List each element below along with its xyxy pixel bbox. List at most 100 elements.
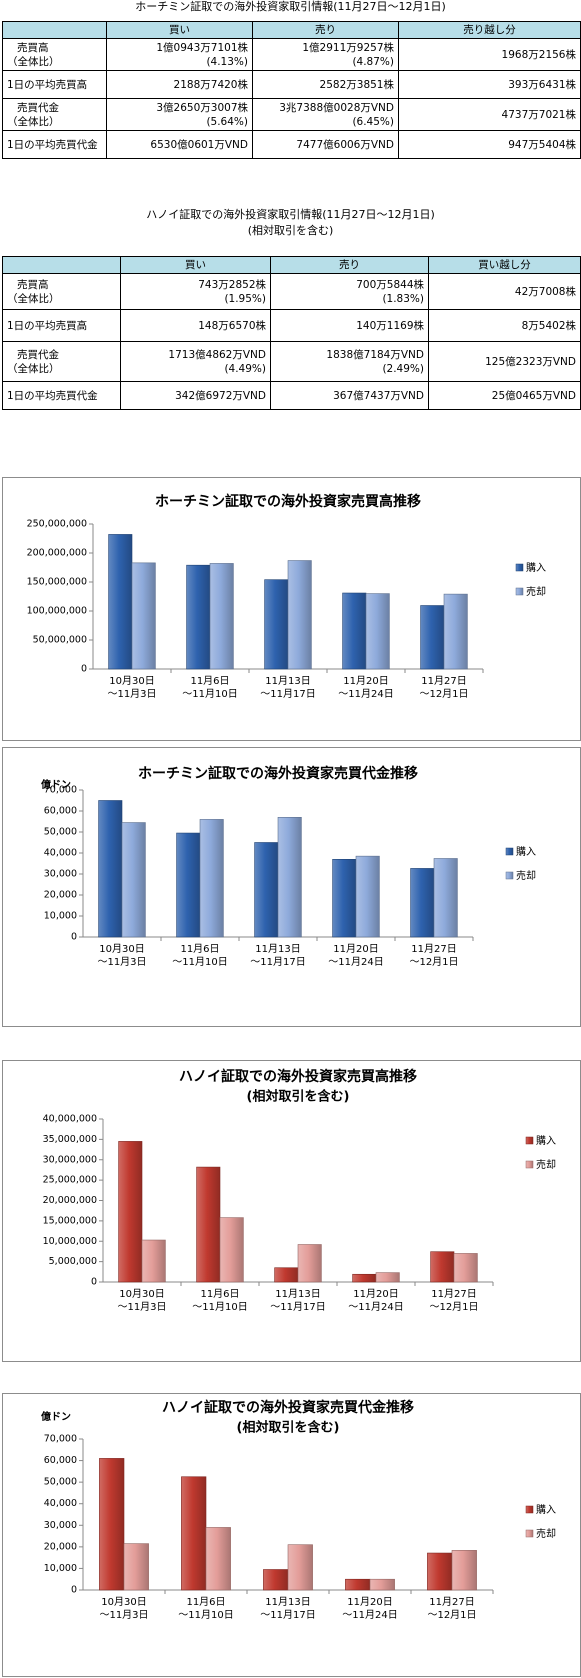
x-tick-label: 11月6日: [186, 1596, 225, 1608]
label-line: 売買高: [17, 41, 49, 54]
x-tick-label: 11月27日: [421, 675, 466, 687]
y-tick-label: 30,000,000: [43, 1154, 97, 1165]
row-label: 1日の平均売買代金: [2, 130, 107, 159]
bar-buy: [196, 1166, 221, 1283]
bar-sell: [365, 593, 390, 670]
bar-buy: [263, 1569, 289, 1591]
y-tick-label: 20,000: [44, 890, 77, 901]
x-tick-label: 10月30日: [109, 675, 154, 687]
header-net: 売り越し分: [398, 21, 581, 39]
legend-swatch: [525, 1529, 534, 1538]
x-tick-label: 〜12月1日: [419, 688, 468, 700]
bar-sell: [287, 1544, 313, 1591]
hcm-volume-chart: ホーチミン証取での海外投資家売買高推移 0 50,000,000 100,000,00…: [2, 477, 581, 741]
row-label: 売買代金 （全体比）: [2, 98, 107, 131]
bar-sell: [433, 858, 458, 938]
legend-label: 売却: [536, 1527, 556, 1540]
header-sell: 売り: [252, 21, 399, 39]
bar-buy: [181, 1476, 207, 1591]
buy-cell: 743万2852株 (1.95%): [120, 273, 271, 310]
y-tick-label: 50,000: [44, 827, 77, 838]
buy-cell: 342億6972万VND: [120, 381, 271, 410]
bar-sell: [451, 1550, 477, 1591]
cell-line: 1億2911万9257株: [302, 41, 394, 54]
y-tick-label: 40,000: [44, 848, 77, 859]
x-tick-label: 〜12月1日: [427, 1609, 476, 1621]
hn-value-chart: ハノイ証取での海外投資家売買代金推移 (相対取引を含む) 億ドン 0 10,000 20,…: [2, 1393, 581, 1677]
x-tick-label: 〜12月1日: [409, 956, 458, 968]
bar-buy: [108, 534, 133, 670]
bar-sell: [141, 1239, 166, 1283]
header-buy: 買い: [120, 256, 271, 274]
x-tick-label: 〜11月3日: [99, 1609, 148, 1621]
label-line: （全体比）: [7, 115, 60, 128]
x-tick-label: 〜11月24日: [348, 1301, 403, 1313]
x-tick-label: 11月27日: [431, 1288, 476, 1300]
header-blank: [2, 21, 107, 39]
bar-buy: [98, 800, 123, 938]
bar-buy: [430, 1251, 455, 1283]
net-cell: 42万7008株: [428, 273, 581, 310]
y-tick-label: 15,000,000: [43, 1215, 97, 1226]
x-tick-label: 〜11月17日: [250, 956, 305, 968]
row-label: 1日の平均売買高: [2, 70, 107, 99]
y-tick-label: 150,000,000: [27, 577, 87, 588]
legend-label: 購入: [516, 845, 536, 858]
x-tick-label: 10月30日: [119, 1288, 164, 1300]
hn-value-chart-svg: ハノイ証取での海外投資家売買代金推移 (相対取引を含む) 億ドン 0 10,000 20,…: [41, 1399, 556, 1621]
y-tick-label: 70,000: [44, 785, 77, 796]
hcm-table-title: ホーチミン証取での海外投資家取引情報(11月27日〜12月1日): [135, 0, 446, 13]
cell-line: (1.95%): [224, 292, 266, 305]
cell-line: (4.49%): [224, 362, 266, 375]
bar-buy: [176, 832, 201, 938]
bar-buy: [274, 1267, 299, 1283]
x-tick-label: 11月20日: [347, 1596, 392, 1608]
x-tick-label: 11月6日: [190, 675, 229, 687]
legend-label: 購入: [536, 1134, 556, 1147]
chart-subtitle: (相対取引を含む): [237, 1420, 340, 1436]
unit-label: 億ドン: [41, 1410, 71, 1423]
x-tick-label: 〜11月3日: [97, 956, 146, 968]
y-tick-label: 0: [71, 1585, 77, 1596]
x-tick-label: 〜11月24日: [338, 688, 393, 700]
label-line: 売買高: [17, 278, 49, 291]
bar-buy: [254, 842, 279, 938]
bar-buy: [410, 868, 435, 938]
table-row: 1日の平均売買代金 342億6972万VND 367億7437万VND 25億0…: [2, 381, 581, 410]
chart-title: ハノイ証取での海外投資家売買代金推移: [162, 1399, 414, 1416]
row-label: 1日の平均売買代金: [2, 381, 121, 410]
net-cell: 4737万7021株: [398, 98, 581, 131]
y-tick-label: 30,000: [44, 869, 77, 880]
x-tick-label: 11月27日: [429, 1596, 474, 1608]
bar-sell: [205, 1527, 231, 1591]
y-tick-label: 200,000,000: [27, 548, 87, 559]
header-sell: 売り: [270, 256, 429, 274]
x-tick-label: 10月30日: [101, 1596, 146, 1608]
header-blank: [2, 256, 121, 274]
bar-buy: [420, 605, 445, 670]
chart-title: ホーチミン証取での海外投資家売買高推移: [155, 493, 421, 510]
cell-line: 743万2852株: [198, 278, 266, 291]
y-tick-label: 25,000,000: [43, 1175, 97, 1186]
x-tick-label: 11月13日: [255, 943, 300, 955]
legend-label: 購入: [526, 561, 546, 574]
x-tick-label: 〜11月17日: [260, 1609, 315, 1621]
legend-swatch: [525, 1505, 534, 1514]
bar-buy: [345, 1578, 371, 1591]
y-tick-label: 20,000,000: [43, 1195, 97, 1206]
table-row: 1日の平均売買高 148万6570株 140万1169株 8万5402株: [2, 309, 581, 342]
row-label: 売買高 （全体比）: [2, 38, 107, 71]
table-row: 売買高 （全体比） 743万2852株 (1.95%) 700万5844株 (1.83…: [2, 273, 581, 310]
x-tick-label: 11月27日: [411, 943, 456, 955]
x-tick-label: 11月13日: [265, 675, 310, 687]
y-tick-label: 10,000,000: [43, 1236, 97, 1247]
cell-line: 1713億4862万VND: [168, 348, 266, 361]
sell-cell: 1億2911万9257株 (4.87%): [252, 38, 399, 71]
x-tick-label: 〜11月10日: [178, 1609, 233, 1621]
row-label: 売買代金 （全体比）: [2, 341, 121, 382]
legend-swatch: [505, 871, 514, 880]
y-tick-label: 20,000: [44, 1541, 77, 1552]
bar-buy: [118, 1141, 143, 1283]
bar-sell: [375, 1272, 400, 1283]
bar-sell: [277, 817, 302, 938]
